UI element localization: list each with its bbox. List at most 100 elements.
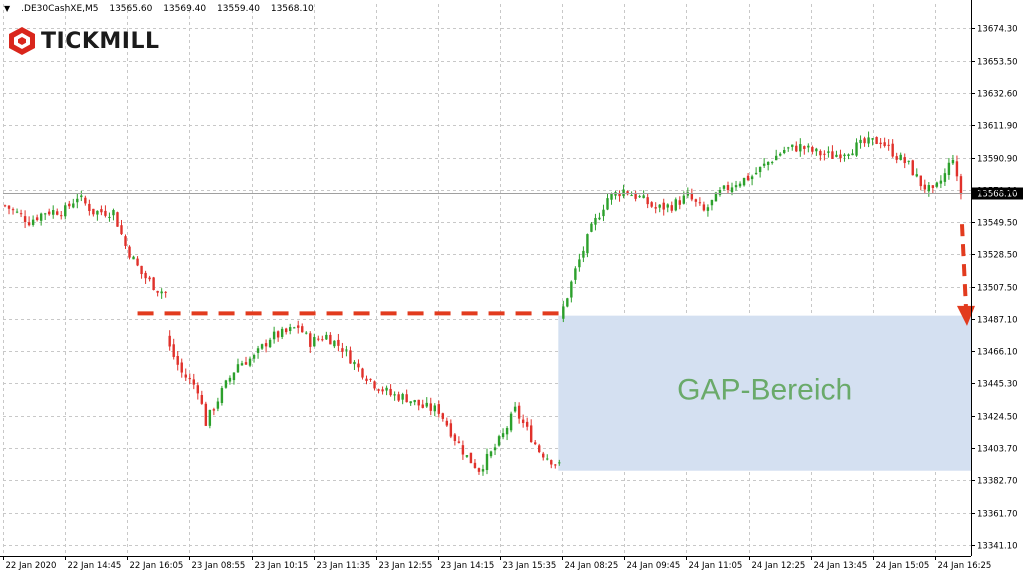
candle-body	[831, 151, 834, 159]
dropdown-triangle-icon[interactable]: ▼	[4, 4, 11, 13]
candle-body	[3, 205, 7, 207]
candle-body	[76, 198, 79, 203]
x-tick-label: 24 Jan 16:25	[938, 561, 992, 571]
candle-body	[678, 200, 682, 205]
candle-body	[634, 192, 637, 199]
candle-body	[389, 388, 392, 396]
candle-body	[212, 409, 216, 411]
candle-body	[413, 400, 416, 403]
close-value: 13568.10	[270, 4, 314, 14]
candle-body	[513, 406, 517, 412]
candle-body	[710, 199, 714, 206]
candle-body	[791, 144, 794, 147]
candle-body	[136, 258, 139, 266]
candle-body	[485, 453, 489, 471]
candle-body	[787, 147, 790, 149]
tickmill-logo: TICKMILL	[7, 26, 160, 56]
candle-body	[546, 458, 549, 460]
candle-body	[425, 402, 428, 407]
candle-body	[47, 211, 51, 215]
candle-body	[377, 389, 380, 391]
x-tick-label: 22 Jan 16:05	[130, 561, 184, 571]
candle-body	[843, 154, 846, 157]
candle-body	[730, 187, 734, 193]
candle-body	[927, 185, 931, 192]
candle-body	[682, 195, 686, 204]
candle-body	[64, 205, 67, 217]
candle-body	[297, 325, 300, 328]
candle-body	[248, 358, 252, 366]
x-tick-label: 23 Jan 08:55	[192, 561, 246, 571]
candle-body	[292, 327, 296, 329]
candle-body	[272, 331, 276, 340]
candle-body	[337, 339, 340, 346]
x-tick-label: 24 Jan 13:45	[814, 561, 868, 571]
candle-body	[84, 197, 87, 204]
low-value: 13559.40	[217, 4, 260, 14]
candle-body	[31, 219, 35, 225]
candle-body	[923, 184, 927, 190]
candle-body	[244, 362, 248, 365]
gap-zone	[558, 315, 971, 471]
candle-body	[489, 451, 493, 457]
candle-body	[260, 344, 264, 349]
candle-body	[23, 216, 27, 223]
candle-body	[112, 210, 115, 216]
candle-body	[7, 205, 11, 209]
candle-body	[582, 250, 585, 258]
candle-body	[754, 172, 758, 175]
candle-body	[164, 291, 167, 293]
candle-body	[341, 348, 344, 352]
candle-body	[108, 216, 111, 218]
candle-body	[529, 425, 533, 443]
candle-body	[586, 234, 589, 254]
candle-body	[851, 153, 854, 156]
candle-body	[349, 350, 352, 364]
candle-body	[369, 378, 372, 380]
y-tick-label: 13549.50	[977, 219, 1018, 229]
y-tick-label: 13590.90	[977, 155, 1018, 165]
candle-body	[156, 290, 159, 293]
candle-body	[264, 343, 268, 347]
candle-body	[839, 154, 842, 159]
candle-body	[43, 213, 47, 215]
y-tick-label: 13653.50	[977, 58, 1018, 68]
candle-body	[883, 142, 886, 146]
candle-body	[80, 195, 83, 198]
candle-body	[911, 160, 914, 176]
candle-body	[56, 211, 59, 215]
candle-body	[224, 380, 228, 388]
candle-body	[758, 166, 762, 173]
candle-body	[859, 139, 862, 144]
tickmill-logo-icon	[9, 27, 35, 55]
candle-body	[27, 222, 31, 226]
symbol-header: ▼ .DE30CashXE,M5 13565.60 13569.40 13559.…	[4, 4, 314, 14]
candle-body	[373, 381, 376, 389]
candle-body	[630, 195, 633, 197]
candle-body	[718, 190, 722, 195]
candle-body	[554, 464, 557, 466]
overlay: 13568.10 GAP-Bereich	[3, 187, 1023, 406]
candle-body	[935, 182, 939, 187]
y-tick-label: 13341.10	[977, 542, 1018, 552]
candle-body	[124, 236, 127, 246]
candle-body	[180, 362, 183, 373]
arrow-head-icon	[956, 305, 975, 326]
y-tick-label: 13466.10	[977, 348, 1018, 358]
current-price-label: 13568.10	[977, 190, 1018, 200]
candle-body	[955, 161, 959, 177]
x-tick-label: 23 Jan 10:15	[255, 561, 309, 571]
candle-body	[610, 193, 613, 200]
arrow-shaft	[959, 224, 968, 308]
candle-body	[252, 355, 256, 359]
y-tick-label: 13403.70	[977, 445, 1018, 455]
candle-body	[357, 363, 360, 368]
candle-body	[437, 404, 441, 414]
candle-body	[538, 445, 541, 453]
candle-body	[738, 183, 742, 187]
logo-text: TICKMILL	[41, 28, 160, 54]
candle-body	[457, 441, 461, 443]
candle-body	[750, 176, 754, 180]
candle-body	[907, 160, 910, 162]
